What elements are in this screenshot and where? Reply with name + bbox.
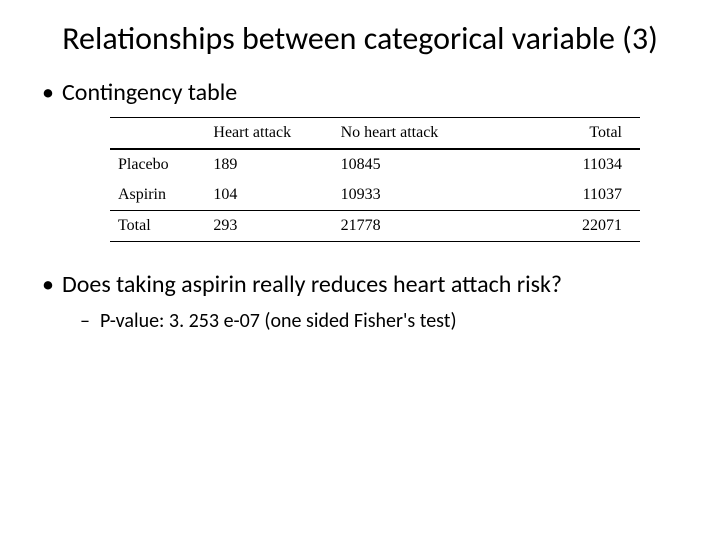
cell-total-total: 22071 (513, 211, 640, 242)
cell-aspirin-total: 11037 (513, 180, 640, 211)
cell-total-attack: 293 (205, 211, 332, 242)
cell-total-noattack: 21778 (333, 211, 513, 242)
row-label-total: Total (110, 211, 205, 242)
cell-placebo-attack: 189 (205, 149, 332, 180)
row-label-aspirin: Aspirin (110, 180, 205, 211)
bullet-pvalue: P-value: 3. 253 e-07 (one sided Fisher's… (40, 309, 680, 333)
cell-aspirin-attack: 104 (205, 180, 332, 211)
table-row: Placebo 189 10845 11034 (110, 149, 640, 180)
cell-aspirin-noattack: 10933 (333, 180, 513, 211)
table-row: Aspirin 104 10933 11037 (110, 180, 640, 211)
bullet-question: Does taking aspirin really reduces heart… (40, 270, 680, 299)
table-total-row: Total 293 21778 22071 (110, 211, 640, 242)
slide: Relationships between categorical variab… (0, 0, 720, 353)
header-total: Total (513, 118, 640, 150)
header-no-heart-attack: No heart attack (333, 118, 513, 150)
slide-title: Relationships between categorical variab… (40, 20, 680, 58)
contingency-table-wrap: Heart attack No heart attack Total Place… (110, 117, 640, 242)
cell-placebo-total: 11034 (513, 149, 640, 180)
row-label-placebo: Placebo (110, 149, 205, 180)
contingency-table: Heart attack No heart attack Total Place… (110, 117, 640, 242)
header-blank (110, 118, 205, 150)
table-header-row: Heart attack No heart attack Total (110, 118, 640, 150)
cell-placebo-noattack: 10845 (333, 149, 513, 180)
bullet-contingency: Contingency table (40, 78, 680, 107)
header-heart-attack: Heart attack (205, 118, 332, 150)
